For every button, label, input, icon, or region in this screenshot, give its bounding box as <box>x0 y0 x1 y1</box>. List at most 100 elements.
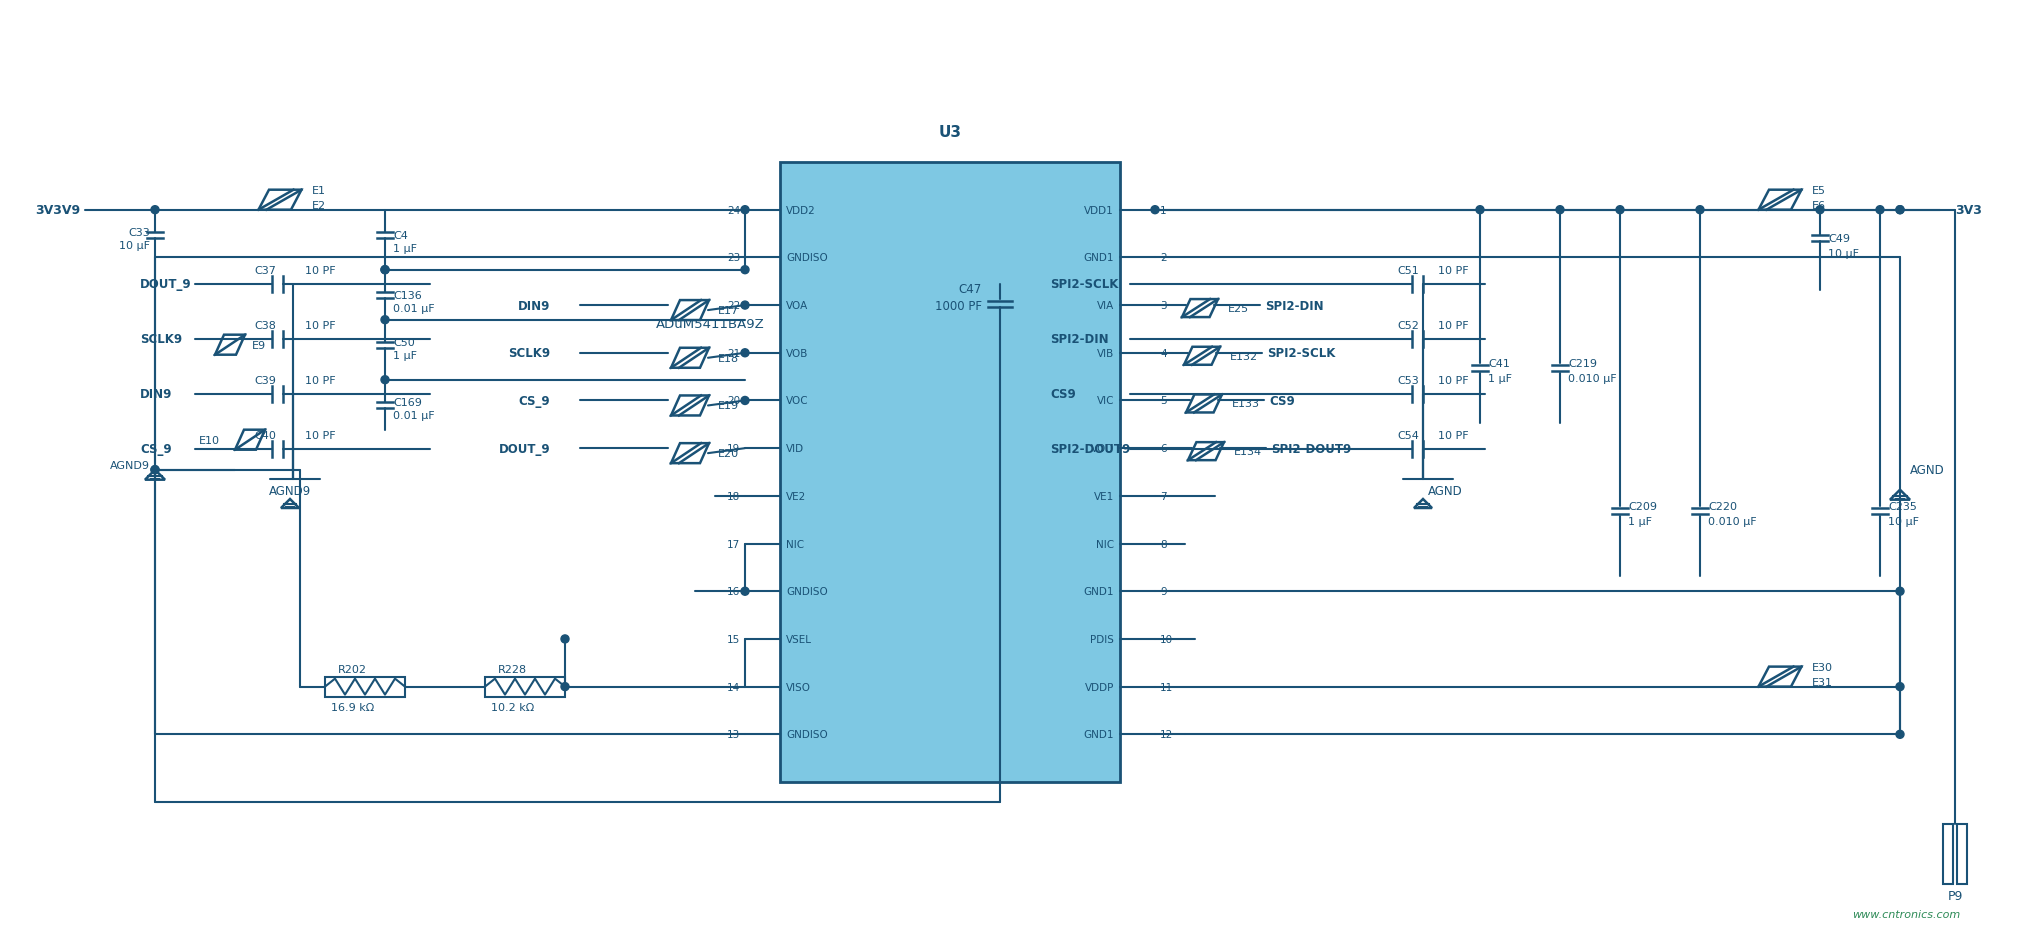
Text: VOB: VOB <box>786 348 808 359</box>
Text: 11: 11 <box>1159 682 1173 692</box>
Text: 19: 19 <box>727 444 741 454</box>
Text: AGND: AGND <box>1910 464 1945 477</box>
Text: E18: E18 <box>719 353 739 363</box>
Text: 0.010 µF: 0.010 µF <box>1707 516 1756 527</box>
Text: GNDISO: GNDISO <box>786 586 828 597</box>
Text: 10 PF: 10 PF <box>304 321 335 330</box>
Text: 16: 16 <box>727 586 741 597</box>
Text: C54: C54 <box>1397 430 1419 441</box>
Text: DOUT_9: DOUT_9 <box>140 278 191 291</box>
Text: VOC: VOC <box>786 396 808 406</box>
Text: E134: E134 <box>1234 447 1263 457</box>
Text: C47: C47 <box>958 283 983 296</box>
Text: CS_9: CS_9 <box>140 443 173 456</box>
Text: SCLK9: SCLK9 <box>140 333 183 346</box>
Text: GNDISO: GNDISO <box>786 253 828 263</box>
Text: 10 PF: 10 PF <box>1437 321 1468 330</box>
FancyBboxPatch shape <box>485 677 564 697</box>
Circle shape <box>1616 207 1624 214</box>
Text: C41: C41 <box>1488 359 1510 368</box>
Text: 4: 4 <box>1159 348 1167 359</box>
Text: 10 PF: 10 PF <box>1437 376 1468 385</box>
Circle shape <box>1896 587 1904 596</box>
Text: C4: C4 <box>394 230 408 241</box>
Text: 0.01 µF: 0.01 µF <box>394 411 434 420</box>
Text: 10: 10 <box>1159 634 1173 644</box>
Text: E17: E17 <box>719 306 739 315</box>
Text: 3V3: 3V3 <box>1955 204 1981 217</box>
Text: VIA: VIA <box>1096 301 1114 311</box>
Text: SPI2-SCLK: SPI2-SCLK <box>1050 278 1119 291</box>
Text: R228: R228 <box>497 664 528 674</box>
Text: NIC: NIC <box>786 539 804 549</box>
Text: 9: 9 <box>1159 586 1167 597</box>
Text: GND1: GND1 <box>1084 586 1114 597</box>
Text: R202: R202 <box>339 664 367 674</box>
Text: SPI2-DOUT9: SPI2-DOUT9 <box>1271 442 1352 455</box>
Circle shape <box>150 466 158 474</box>
Text: 20: 20 <box>727 396 741 406</box>
Text: 10 PF: 10 PF <box>304 430 335 441</box>
Circle shape <box>382 266 390 275</box>
FancyBboxPatch shape <box>1943 824 1953 885</box>
Circle shape <box>1896 207 1904 214</box>
Text: 15: 15 <box>727 634 741 644</box>
Text: C40: C40 <box>254 430 276 441</box>
Text: 10 µF: 10 µF <box>1827 248 1859 259</box>
Text: VDD1: VDD1 <box>1084 206 1114 215</box>
FancyBboxPatch shape <box>1957 824 1967 885</box>
Text: www.cntronics.com: www.cntronics.com <box>1851 909 1961 919</box>
Text: E2: E2 <box>313 200 327 211</box>
Text: E133: E133 <box>1232 399 1261 409</box>
Text: C209: C209 <box>1628 501 1656 512</box>
Text: E132: E132 <box>1230 351 1259 362</box>
Text: CS9: CS9 <box>1269 395 1295 408</box>
Text: 10.2 kΩ: 10.2 kΩ <box>491 702 534 712</box>
Text: 3: 3 <box>1159 301 1167 311</box>
Circle shape <box>741 207 749 214</box>
Text: 10 PF: 10 PF <box>1437 265 1468 276</box>
Text: E30: E30 <box>1813 662 1833 672</box>
Text: 10 PF: 10 PF <box>304 265 335 276</box>
Text: E20: E20 <box>719 448 739 459</box>
Circle shape <box>741 587 749 596</box>
Text: C33: C33 <box>128 228 150 238</box>
Text: 1 µF: 1 µF <box>394 350 416 361</box>
Text: E9: E9 <box>252 341 266 350</box>
Text: E10: E10 <box>199 435 219 446</box>
Text: 0.01 µF: 0.01 µF <box>394 303 434 313</box>
Text: C51: C51 <box>1397 265 1419 276</box>
Circle shape <box>382 377 390 384</box>
Text: 1 µF: 1 µF <box>1628 516 1652 527</box>
Text: E6: E6 <box>1813 200 1827 211</box>
Text: C53: C53 <box>1397 376 1419 385</box>
Text: VDDP: VDDP <box>1084 682 1114 692</box>
Text: E31: E31 <box>1813 677 1833 687</box>
Text: VSEL: VSEL <box>786 634 812 644</box>
Text: VDD2: VDD2 <box>786 206 816 215</box>
Text: DOUT_9: DOUT_9 <box>499 442 550 455</box>
Text: VOA: VOA <box>786 301 808 311</box>
Text: VE1: VE1 <box>1094 491 1114 501</box>
Text: 1: 1 <box>1159 206 1167 215</box>
Text: 6: 6 <box>1159 444 1167 454</box>
Text: 10 PF: 10 PF <box>1437 430 1468 441</box>
Text: C50: C50 <box>394 337 414 347</box>
Text: 10 µF: 10 µF <box>120 241 150 250</box>
Text: E19: E19 <box>719 401 739 411</box>
Text: 16.9 kΩ: 16.9 kΩ <box>331 702 374 712</box>
Text: C52: C52 <box>1397 321 1419 330</box>
Text: AGND9: AGND9 <box>110 461 150 470</box>
Text: C49: C49 <box>1827 233 1849 244</box>
Text: VOD: VOD <box>1090 444 1114 454</box>
Text: GNDISO: GNDISO <box>786 730 828 739</box>
Text: C136: C136 <box>394 291 422 300</box>
Text: C39: C39 <box>254 376 276 385</box>
Text: PDIS: PDIS <box>1090 634 1114 644</box>
Text: 8: 8 <box>1159 539 1167 549</box>
Text: 1000 PF: 1000 PF <box>936 300 983 313</box>
Text: C38: C38 <box>254 321 276 330</box>
Text: VISO: VISO <box>786 682 812 692</box>
Text: 0.010 µF: 0.010 µF <box>1567 374 1616 383</box>
Text: DIN9: DIN9 <box>518 299 550 312</box>
